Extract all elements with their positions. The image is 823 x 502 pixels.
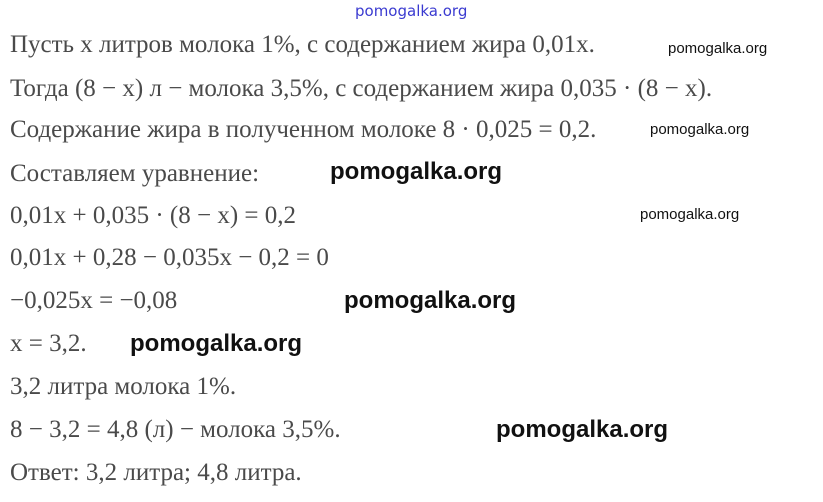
- equation-line: x = 3,2.: [10, 330, 87, 357]
- watermark: pomogalka.org: [344, 287, 517, 314]
- text-line: Пусть x литров молока 1%, с содержанием …: [10, 31, 595, 58]
- watermark: pomogalka.org: [355, 2, 468, 20]
- watermark: pomogalka.org: [496, 416, 669, 443]
- watermark: pomogalka.org: [330, 158, 503, 185]
- watermark: pomogalka.org: [130, 330, 303, 357]
- equation-line: 0,01x + 0,28 − 0,035x − 0,2 = 0: [10, 244, 329, 271]
- text-line: 8 − 3,2 = 4,8 (л) − молока 3,5%.: [10, 416, 341, 443]
- text-line: 3,2 литра молока 1%.: [10, 373, 237, 400]
- text-line: Содержание жира в полученном молоке 8 · …: [10, 116, 597, 143]
- text-line: Тогда (8 − x) л − молока 3,5%, с содержа…: [10, 75, 713, 102]
- equation-line: −0,025x = −0,08: [10, 287, 178, 314]
- watermark: pomogalka.org: [640, 206, 740, 223]
- watermark: pomogalka.org: [650, 121, 750, 138]
- watermark: pomogalka.org: [668, 40, 768, 57]
- answer-line: Ответ: 3,2 литра; 4,8 литра.: [10, 459, 302, 486]
- equation-line: 0,01x + 0,035 · (8 − x) = 0,2: [10, 202, 297, 229]
- text-line: Составляем уравнение:: [10, 160, 260, 187]
